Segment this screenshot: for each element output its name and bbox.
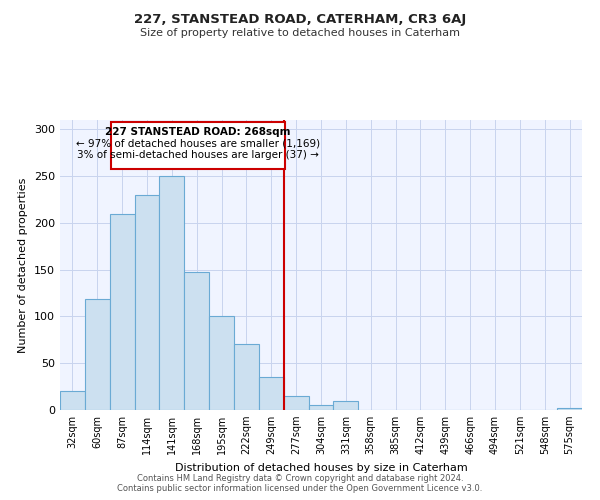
Text: ← 97% of detached houses are smaller (1,169): ← 97% of detached houses are smaller (1,… <box>76 138 320 148</box>
Text: Contains public sector information licensed under the Open Government Licence v3: Contains public sector information licen… <box>118 484 482 493</box>
X-axis label: Distribution of detached houses by size in Caterham: Distribution of detached houses by size … <box>175 462 467 472</box>
FancyBboxPatch shape <box>111 122 285 168</box>
Bar <box>60 392 85 410</box>
Text: 227, STANSTEAD ROAD, CATERHAM, CR3 6AJ: 227, STANSTEAD ROAD, CATERHAM, CR3 6AJ <box>134 12 466 26</box>
Text: Contains HM Land Registry data © Crown copyright and database right 2024.: Contains HM Land Registry data © Crown c… <box>137 474 463 483</box>
Bar <box>209 316 234 410</box>
Bar <box>557 408 582 410</box>
Bar <box>184 272 209 410</box>
Bar <box>259 378 284 410</box>
Bar <box>134 195 160 410</box>
Text: Size of property relative to detached houses in Caterham: Size of property relative to detached ho… <box>140 28 460 38</box>
Bar <box>308 406 334 410</box>
Bar <box>334 400 358 410</box>
Bar <box>160 176 184 410</box>
Y-axis label: Number of detached properties: Number of detached properties <box>19 178 28 352</box>
Bar <box>85 298 110 410</box>
Text: 227 STANSTEAD ROAD: 268sqm: 227 STANSTEAD ROAD: 268sqm <box>105 126 291 136</box>
Bar <box>284 396 308 410</box>
Bar <box>234 344 259 410</box>
Text: 3% of semi-detached houses are larger (37) →: 3% of semi-detached houses are larger (3… <box>77 150 319 160</box>
Bar <box>110 214 134 410</box>
